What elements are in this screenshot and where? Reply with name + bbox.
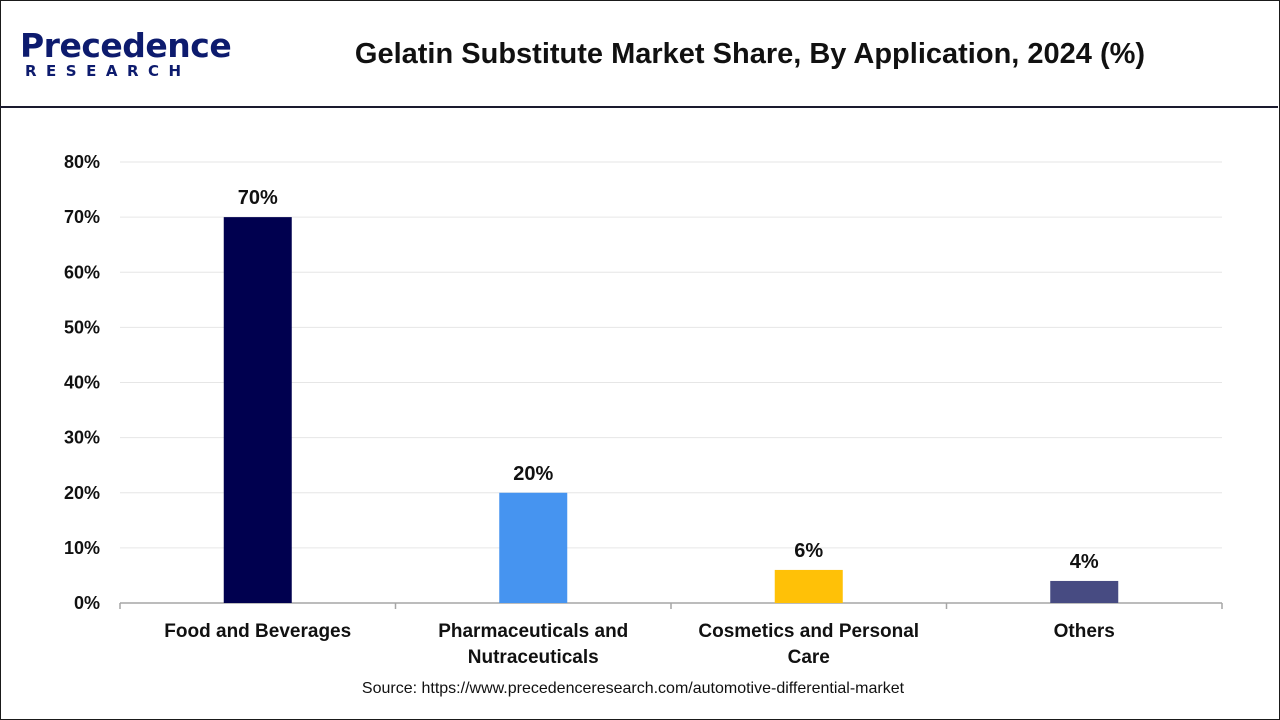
y-tick-label: 10%: [64, 538, 100, 558]
x-tick-label: Care: [788, 647, 830, 668]
y-tick-label: 40%: [64, 373, 100, 393]
y-tick-label: 80%: [64, 152, 100, 172]
source-note: Source: https://www.precedenceresearch.c…: [361, 680, 905, 697]
x-tick-label: Food and Beverages: [164, 621, 351, 642]
x-tick-label: Nutraceuticals: [468, 647, 599, 668]
data-label: 6%: [794, 540, 823, 562]
x-tick-label: Cosmetics and Personal: [698, 621, 919, 642]
y-tick-label: 20%: [64, 483, 100, 503]
bar: [1050, 580, 1119, 603]
bar: [499, 492, 568, 603]
bar: [774, 569, 843, 603]
y-tick-label: 30%: [64, 428, 100, 448]
y-tick-label: 70%: [64, 207, 100, 227]
logo-wordmark: Precedence: [20, 26, 232, 65]
precedence-research-logo: Precedence RESEARCH: [20, 28, 232, 84]
header: Precedence RESEARCH Gelatin Substitute M…: [0, 0, 1278, 108]
logo-subtitle: RESEARCH: [25, 62, 191, 80]
bar: [223, 217, 292, 603]
chart-title: Gelatin Substitute Market Share, By Appl…: [354, 38, 1146, 70]
data-label: 4%: [1070, 551, 1099, 573]
x-tick-label: Others: [1054, 621, 1115, 642]
y-tick-label: 50%: [64, 317, 100, 337]
x-tick-label: Pharmaceuticals and: [438, 621, 628, 642]
data-label: 70%: [238, 187, 278, 209]
y-tick-label: 0%: [74, 593, 100, 613]
data-label: 20%: [513, 463, 553, 485]
y-tick-label: 60%: [64, 262, 100, 282]
